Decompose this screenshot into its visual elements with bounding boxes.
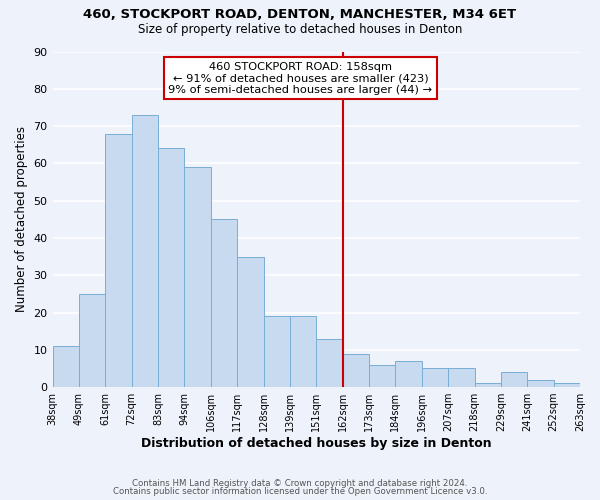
X-axis label: Distribution of detached houses by size in Denton: Distribution of detached houses by size …: [141, 437, 491, 450]
Bar: [527, 380, 554, 387]
Text: 460 STOCKPORT ROAD: 158sqm
← 91% of detached houses are smaller (423)
9% of semi: 460 STOCKPORT ROAD: 158sqm ← 91% of deta…: [169, 62, 433, 95]
Text: Contains HM Land Registry data © Crown copyright and database right 2024.: Contains HM Land Registry data © Crown c…: [132, 478, 468, 488]
Bar: [448, 368, 475, 387]
Text: Size of property relative to detached houses in Denton: Size of property relative to detached ho…: [138, 22, 462, 36]
Bar: [316, 338, 343, 387]
Bar: [237, 256, 263, 387]
Text: Contains public sector information licensed under the Open Government Licence v3: Contains public sector information licen…: [113, 487, 487, 496]
Y-axis label: Number of detached properties: Number of detached properties: [15, 126, 28, 312]
Bar: [53, 346, 79, 387]
Bar: [369, 364, 395, 387]
Text: 460, STOCKPORT ROAD, DENTON, MANCHESTER, M34 6ET: 460, STOCKPORT ROAD, DENTON, MANCHESTER,…: [83, 8, 517, 20]
Bar: [131, 115, 158, 387]
Bar: [501, 372, 527, 387]
Bar: [343, 354, 369, 387]
Bar: [422, 368, 448, 387]
Bar: [79, 294, 105, 387]
Bar: [105, 134, 131, 387]
Bar: [290, 316, 316, 387]
Bar: [263, 316, 290, 387]
Bar: [184, 167, 211, 387]
Bar: [158, 148, 184, 387]
Bar: [211, 220, 237, 387]
Bar: [475, 384, 501, 387]
Bar: [395, 361, 422, 387]
Bar: [554, 384, 580, 387]
